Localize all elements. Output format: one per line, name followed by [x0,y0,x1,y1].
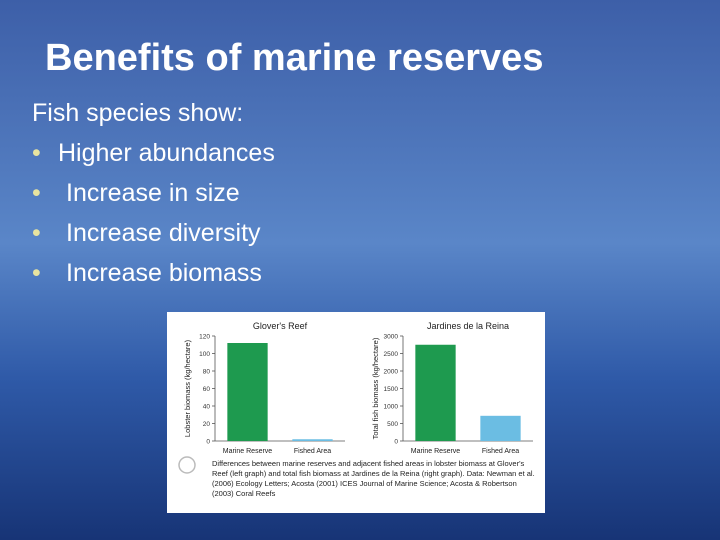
bar [292,439,333,441]
y-tick-label: 80 [203,369,211,376]
bar [415,344,456,441]
bullet: • [32,219,41,247]
bullet: • [32,139,41,167]
y-tick-label: 60 [203,386,211,393]
figure-caption: Differences between marine reserves and … [212,459,535,498]
x-tick-label: Fished Area [482,448,519,455]
intro: Fish species show: [32,99,243,127]
y-tick-label: 0 [394,439,398,446]
y-tick-label: 2000 [384,369,399,376]
bar [227,343,268,441]
list-item: Increase biomass [66,259,262,287]
bar [480,415,521,441]
y-tick-label: 1500 [384,386,399,393]
x-tick-label: Fished Area [294,448,331,455]
y-tick-label: 2500 [384,351,399,358]
y-tick-label: 120 [199,334,210,341]
y-tick-label: 500 [387,421,398,428]
y-tick-label: 100 [199,351,210,358]
list-item: Higher abundances [58,139,275,167]
chart-title: Jardines de la Reina [427,321,509,331]
chart-title: Glover's Reef [253,321,308,331]
x-tick-label: Marine Reserve [411,448,461,455]
list-item: Increase in size [66,179,240,207]
slide-title: Benefits of marine reserves [45,37,543,79]
list-item: Increase diversity [66,219,261,247]
y-axis-label: Lobster biomass (kg/hectare) [183,339,192,437]
logo [178,456,196,474]
y-tick-label: 20 [203,421,211,428]
y-tick-label: 40 [203,404,211,411]
bullet: • [32,179,41,207]
y-tick-label: 3000 [384,334,399,341]
y-tick-label: 1000 [384,404,399,411]
bullets: • • • • [32,139,41,287]
x-tick-label: Marine Reserve [223,448,273,455]
y-axis-label: Total fish biomass (kg/hectare) [371,337,380,439]
y-tick-label: 0 [206,439,210,446]
bullet: • [32,259,41,287]
